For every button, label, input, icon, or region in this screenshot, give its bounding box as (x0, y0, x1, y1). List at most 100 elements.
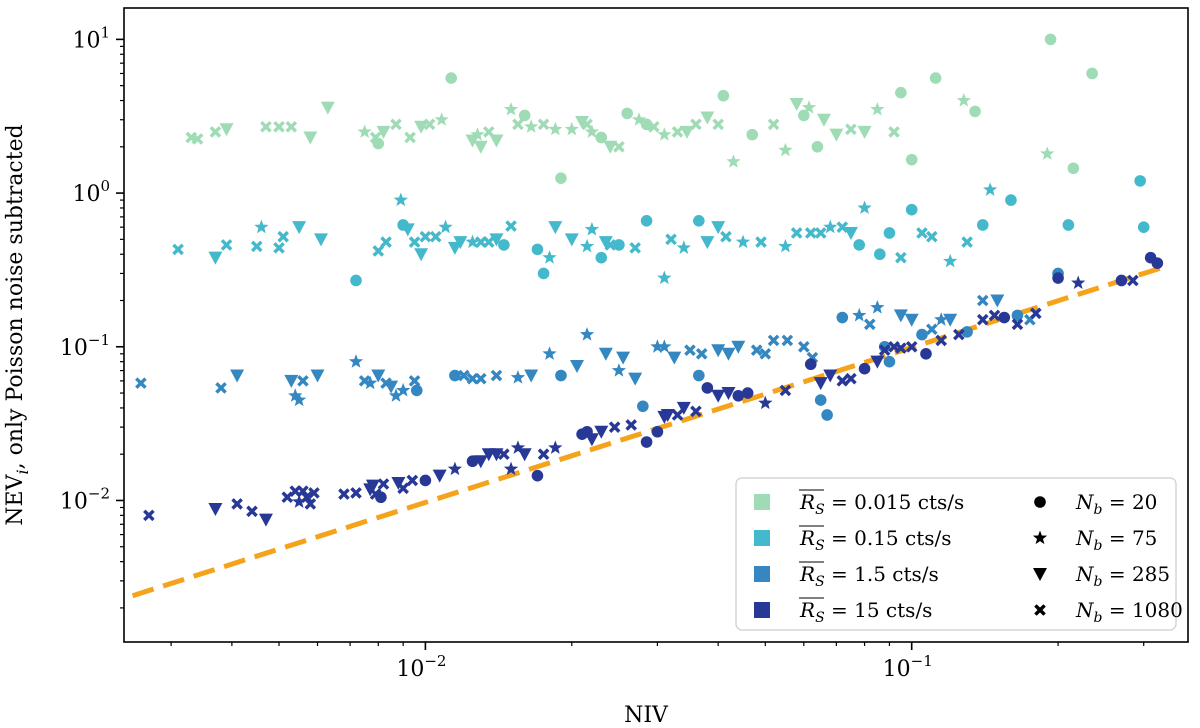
legend-marker-label: Nb = 285 (1075, 562, 1170, 590)
data-point (631, 112, 647, 126)
y-axis-label-subscript: i (13, 469, 32, 474)
data-point (804, 358, 817, 371)
data-point (380, 236, 392, 248)
legend-marker-symbol (1034, 496, 1046, 508)
data-point (564, 233, 579, 247)
data-point (458, 369, 470, 382)
data-point (406, 474, 419, 487)
y-axis-label: NEVi, only Poisson noise subtracted (3, 124, 32, 525)
data-point (292, 392, 307, 407)
data-point (423, 118, 436, 131)
data-point (813, 377, 828, 391)
data-point (613, 239, 625, 251)
data-point (778, 238, 793, 253)
data-point (905, 340, 918, 353)
data-point (926, 230, 938, 243)
legend-color-label: RS = 0.015 cts/s (799, 490, 964, 518)
data-point (657, 127, 672, 141)
data-point (548, 121, 563, 136)
legend-marker-label: Nb = 1080 (1075, 598, 1183, 626)
data-point (594, 425, 609, 439)
data-point (823, 369, 838, 383)
data-point (695, 348, 708, 360)
x-tick-label: 10−2 (396, 652, 446, 682)
data-point (625, 419, 638, 431)
data-point (711, 344, 726, 358)
series-3 (135, 267, 1064, 421)
data-point (613, 141, 625, 153)
data-point (191, 133, 204, 145)
data-point (741, 387, 754, 399)
x-axis-label: NIV (624, 703, 669, 728)
legend-color-label: RS = 0.15 cts/s (799, 526, 952, 554)
data-point (969, 105, 981, 118)
data-point (990, 294, 1005, 308)
legend-color-swatch (754, 602, 770, 618)
data-point (410, 384, 423, 397)
data-point (976, 219, 989, 231)
data-point (961, 236, 973, 248)
data-point (1115, 274, 1128, 287)
data-point (823, 219, 838, 234)
data-point (400, 223, 415, 237)
data-point (853, 239, 866, 251)
y-tick-label: 10−1 (60, 331, 110, 361)
data-point (230, 369, 245, 383)
y-tick-label: 101 (72, 23, 110, 53)
data-point (935, 334, 948, 347)
data-point (843, 226, 858, 240)
data-point (616, 351, 631, 365)
data-point (408, 375, 421, 387)
data-point (292, 221, 307, 235)
legend-marker-symbol (1032, 530, 1048, 545)
data-point (209, 126, 222, 138)
data-point (660, 408, 675, 422)
data-point (503, 461, 519, 476)
data-point (375, 491, 387, 504)
data-point (671, 409, 684, 421)
data-point (377, 478, 390, 490)
data-point (804, 227, 817, 239)
data-point (414, 248, 429, 262)
data-point (676, 401, 691, 415)
data-point (537, 267, 550, 280)
data-point (750, 344, 763, 356)
data-point (679, 125, 694, 139)
data-point (712, 118, 724, 131)
data-point (781, 334, 794, 347)
data-point (215, 382, 227, 394)
data-point (371, 369, 386, 383)
axes-frame (123, 7, 1189, 643)
data-point (489, 134, 504, 148)
legend-color-swatch (754, 530, 770, 546)
data-point (231, 498, 243, 510)
legend-marker-symbol (1033, 568, 1047, 581)
reference-line (131, 264, 1165, 599)
data-point (1062, 219, 1075, 231)
data-point (814, 394, 827, 406)
data-point (503, 101, 519, 116)
data-point (429, 230, 442, 243)
data-point (711, 221, 726, 235)
data-point (998, 311, 1011, 324)
y-tick-label: 100 (72, 177, 110, 207)
data-point (721, 387, 736, 401)
data-point (1040, 146, 1055, 160)
data-point (637, 400, 649, 413)
data-point (208, 251, 223, 265)
data-point (767, 334, 780, 347)
data-point (789, 97, 804, 111)
data-point (608, 421, 621, 433)
data-point (595, 251, 608, 264)
data-point (878, 344, 891, 356)
data-point (445, 72, 458, 84)
data-point (700, 236, 715, 250)
data-point (895, 342, 907, 354)
data-point (684, 344, 696, 356)
data-point (518, 109, 531, 122)
data-point (746, 128, 759, 141)
legend-marker-label: Nb = 75 (1075, 526, 1157, 554)
data-point (348, 354, 364, 368)
data-point (888, 126, 900, 138)
